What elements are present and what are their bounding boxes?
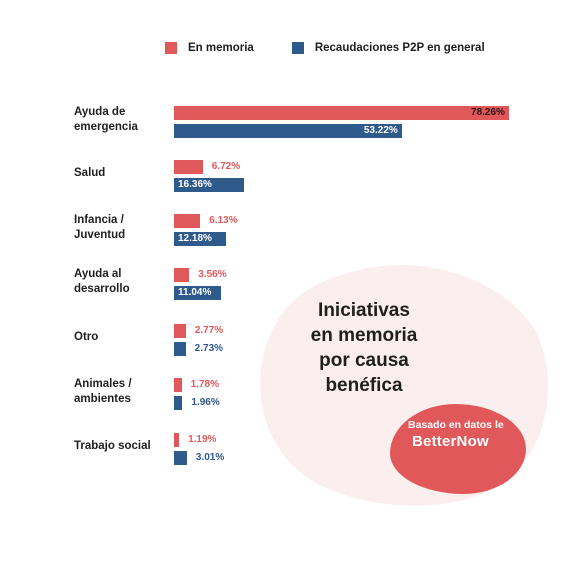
bar-p2p [174,286,222,300]
data-label: 2.73% [194,343,224,354]
category-label: Trabajo social [74,439,169,454]
data-label: 53.22% [363,125,398,136]
title-line-4: benéfica [325,375,403,396]
category-label-line: Ayuda de [74,106,126,118]
legend-item-en-memoria: En memoria [165,42,254,54]
legend: En memoria Recaudaciones P2P en general [165,42,523,54]
category-label: Ayuda al desarrollo [74,267,169,297]
legend-swatch-p2p [291,42,304,54]
category-label: Otro [74,330,169,345]
data-label: 16.36% [178,179,212,190]
title-line-1: Iniciativas [318,300,410,321]
bar-p2p [174,451,187,465]
title-line-3: por causa [319,350,409,371]
bar-p2p [174,232,227,246]
category-label-line: Salud [74,167,106,179]
source-badge-text: Basado en datos le [408,419,504,431]
data-label: 3.01% [195,452,225,463]
category-label-line: desarrollo [74,283,130,295]
category-label-line: Trabajo social [74,440,151,452]
bar-p2p [174,396,183,410]
data-label: 11.04% [178,287,212,298]
data-label: 1.19% [188,434,217,445]
bar-en-memoria [174,324,186,338]
category-label-line: Juventud [74,229,126,241]
data-label: 12.18% [178,233,212,244]
legend-item-p2p: Recaudaciones P2P en general [291,42,485,54]
bar-en-memoria [174,268,190,282]
data-label: 6.13% [209,215,238,226]
legend-label-p2p: Recaudaciones P2P en general [314,42,485,54]
betternow-logo: BetterNow [412,433,489,450]
data-label: 1.96% [191,397,220,408]
chart-title: Iniciativas en memoria por causa benéfic… [300,298,428,398]
category-label: Ayuda de emergencia [74,105,169,135]
data-label: 78.26% [471,107,505,118]
category-label-line: Otro [74,331,99,343]
bar-en-memoria [174,214,201,228]
bar-en-memoria [174,378,182,392]
category-label-line: ambientes [74,393,131,405]
data-label: 2.77% [194,325,224,336]
data-label: 6.72% [211,161,241,172]
bar-p2p [174,124,402,138]
category-label-line: Ayuda al [74,268,122,280]
bar-en-memoria [174,106,509,120]
bar-p2p [174,342,186,356]
category-label: Salud [74,166,169,181]
bar-en-memoria [174,433,180,447]
legend-label-en-memoria: En memoria [188,42,254,54]
category-label: Infancia / Juventud [74,213,169,243]
category-label-line: Animales / [74,378,132,390]
title-line-2: en memoria [310,325,418,346]
source-badge [390,404,526,494]
legend-swatch-en-memoria [165,42,177,54]
category-label-line: emergencia [74,121,138,133]
bar-p2p [174,178,245,192]
category-label: Animales / ambientes [74,377,169,407]
data-label: 3.56% [198,269,227,280]
data-label: 1.78% [190,379,219,390]
bar-en-memoria [174,160,203,174]
category-label-line: Infancia / [74,214,124,226]
